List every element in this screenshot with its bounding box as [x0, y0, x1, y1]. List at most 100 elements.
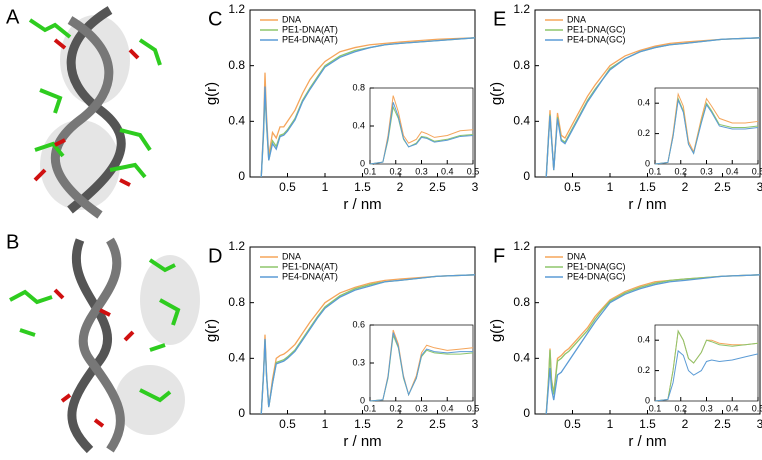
series-line — [545, 37, 761, 178]
inset-background — [370, 88, 473, 164]
x-axis-label: r / nm — [343, 433, 381, 450]
molecule-a — [28, 6, 162, 219]
x-tick-label: 0.1 — [364, 403, 377, 413]
x-tick-label: 0.2 — [389, 166, 402, 176]
x-tick-label: 3 — [757, 180, 762, 194]
legend-label: PE1-DNA(GC) — [567, 24, 626, 34]
x-tick-label: 0.5 — [467, 403, 480, 413]
x-tick-label: 0.5 — [467, 166, 480, 176]
y-tick-label: 0.2 — [637, 128, 650, 138]
x-tick-label: 1 — [322, 180, 329, 194]
y-tick-label: 0 — [523, 406, 530, 420]
x-tick-label: 0.5 — [564, 180, 581, 194]
x-tick-label: 1 — [607, 180, 614, 194]
series-line — [369, 102, 474, 165]
x-tick-label: 1.5 — [354, 180, 371, 194]
x-tick-label: 2 — [397, 417, 404, 431]
inset-background — [655, 325, 758, 401]
x-tick-label: 1 — [322, 417, 329, 431]
legend-label: PE4-DNA(GC) — [567, 271, 626, 281]
x-tick-label: 0.5 — [564, 417, 581, 431]
series-line — [260, 37, 476, 178]
panel-label: A — [6, 6, 20, 28]
x-tick-label: 1.5 — [639, 180, 656, 194]
y-tick-label: 0 — [360, 395, 365, 405]
x-tick-label: 0.4 — [441, 166, 454, 176]
x-tick-label: 2 — [682, 180, 689, 194]
x-tick-label: 0.1 — [649, 403, 662, 413]
x-tick-label: 0.5 — [279, 180, 296, 194]
y-axis-label: g(r) — [488, 319, 505, 342]
x-tick-label: 0.1 — [649, 166, 662, 176]
x-tick-label: 2.5 — [714, 180, 731, 194]
y-tick-label: 0.4 — [513, 114, 530, 128]
panel-label: F — [493, 245, 505, 267]
x-tick-label: 0.5 — [279, 417, 296, 431]
series-line — [260, 274, 476, 415]
y-tick-label: 0.3 — [352, 357, 365, 367]
x-tick-label: 0.3 — [700, 403, 713, 413]
y-tick-label: 0 — [523, 169, 530, 183]
y-tick-label: 1.2 — [513, 2, 530, 16]
x-tick-label: 0.1 — [364, 166, 377, 176]
x-tick-label: 0.3 — [415, 403, 428, 413]
y-tick-label: 1.2 — [228, 2, 245, 16]
panel-label: D — [208, 245, 222, 267]
legend-label: DNA — [282, 251, 301, 261]
y-axis-label: g(r) — [203, 82, 220, 105]
y-tick-label: 0.8 — [513, 58, 530, 72]
x-tick-label: 2.5 — [714, 417, 731, 431]
x-tick-label: 0.2 — [674, 166, 687, 176]
y-tick-label: 0.2 — [637, 365, 650, 375]
y-tick-label: 0.6 — [352, 319, 365, 329]
x-tick-label: 0.3 — [700, 166, 713, 176]
x-tick-label: 0.3 — [415, 166, 428, 176]
legend-label: PE4-DNA(GC) — [567, 34, 626, 44]
x-tick-label: 2.5 — [429, 180, 446, 194]
series-line — [369, 332, 473, 402]
x-tick-label: 2 — [682, 417, 689, 431]
y-tick-label: 0.8 — [228, 295, 245, 309]
x-tick-label: 3 — [472, 417, 479, 431]
x-tick-label: 0.4 — [726, 166, 739, 176]
x-tick-label: 0.2 — [389, 403, 402, 413]
y-tick-label: 0.8 — [228, 58, 245, 72]
inset-background — [370, 325, 473, 401]
y-tick-label: 0.8 — [352, 82, 365, 92]
x-tick-label: 2 — [397, 180, 404, 194]
series-line — [654, 349, 759, 402]
legend-label: DNA — [567, 251, 586, 261]
y-tick-label: 0 — [645, 395, 650, 405]
molecule-b — [9, 237, 200, 454]
x-axis-label: r / nm — [343, 196, 381, 213]
y-tick-label: 0.4 — [637, 98, 650, 108]
y-tick-label: 0 — [360, 158, 365, 168]
legend-label: PE1-DNA(AT) — [282, 261, 338, 271]
legend-label: DNA — [567, 14, 586, 24]
y-tick-label: 0 — [238, 406, 245, 420]
series-line — [545, 274, 761, 415]
x-tick-label: 0.2 — [674, 403, 687, 413]
series-line — [545, 274, 761, 415]
y-tick-label: 0.4 — [513, 351, 530, 365]
legend-label: DNA — [282, 14, 301, 24]
legend-label: PE1-DNA(AT) — [282, 24, 338, 34]
x-tick-label: 3 — [757, 417, 762, 431]
x-axis-label: r / nm — [628, 196, 666, 213]
series-line — [654, 98, 759, 165]
y-tick-label: 0.4 — [228, 114, 245, 128]
x-tick-label: 0.4 — [726, 403, 739, 413]
series-line — [654, 329, 759, 402]
x-tick-label: 0.5 — [752, 166, 762, 176]
panel-label: C — [208, 8, 222, 30]
y-tick-label: 0 — [238, 169, 245, 183]
y-tick-label: 0.4 — [637, 335, 650, 345]
legend-label: PE4-DNA(AT) — [282, 271, 338, 281]
y-tick-label: 0 — [645, 158, 650, 168]
legend-label: PE4-DNA(AT) — [282, 34, 338, 44]
x-tick-label: 0.4 — [441, 403, 454, 413]
y-axis-label: g(r) — [203, 319, 220, 342]
x-tick-label: 0.5 — [752, 403, 762, 413]
inset-background — [655, 88, 758, 164]
